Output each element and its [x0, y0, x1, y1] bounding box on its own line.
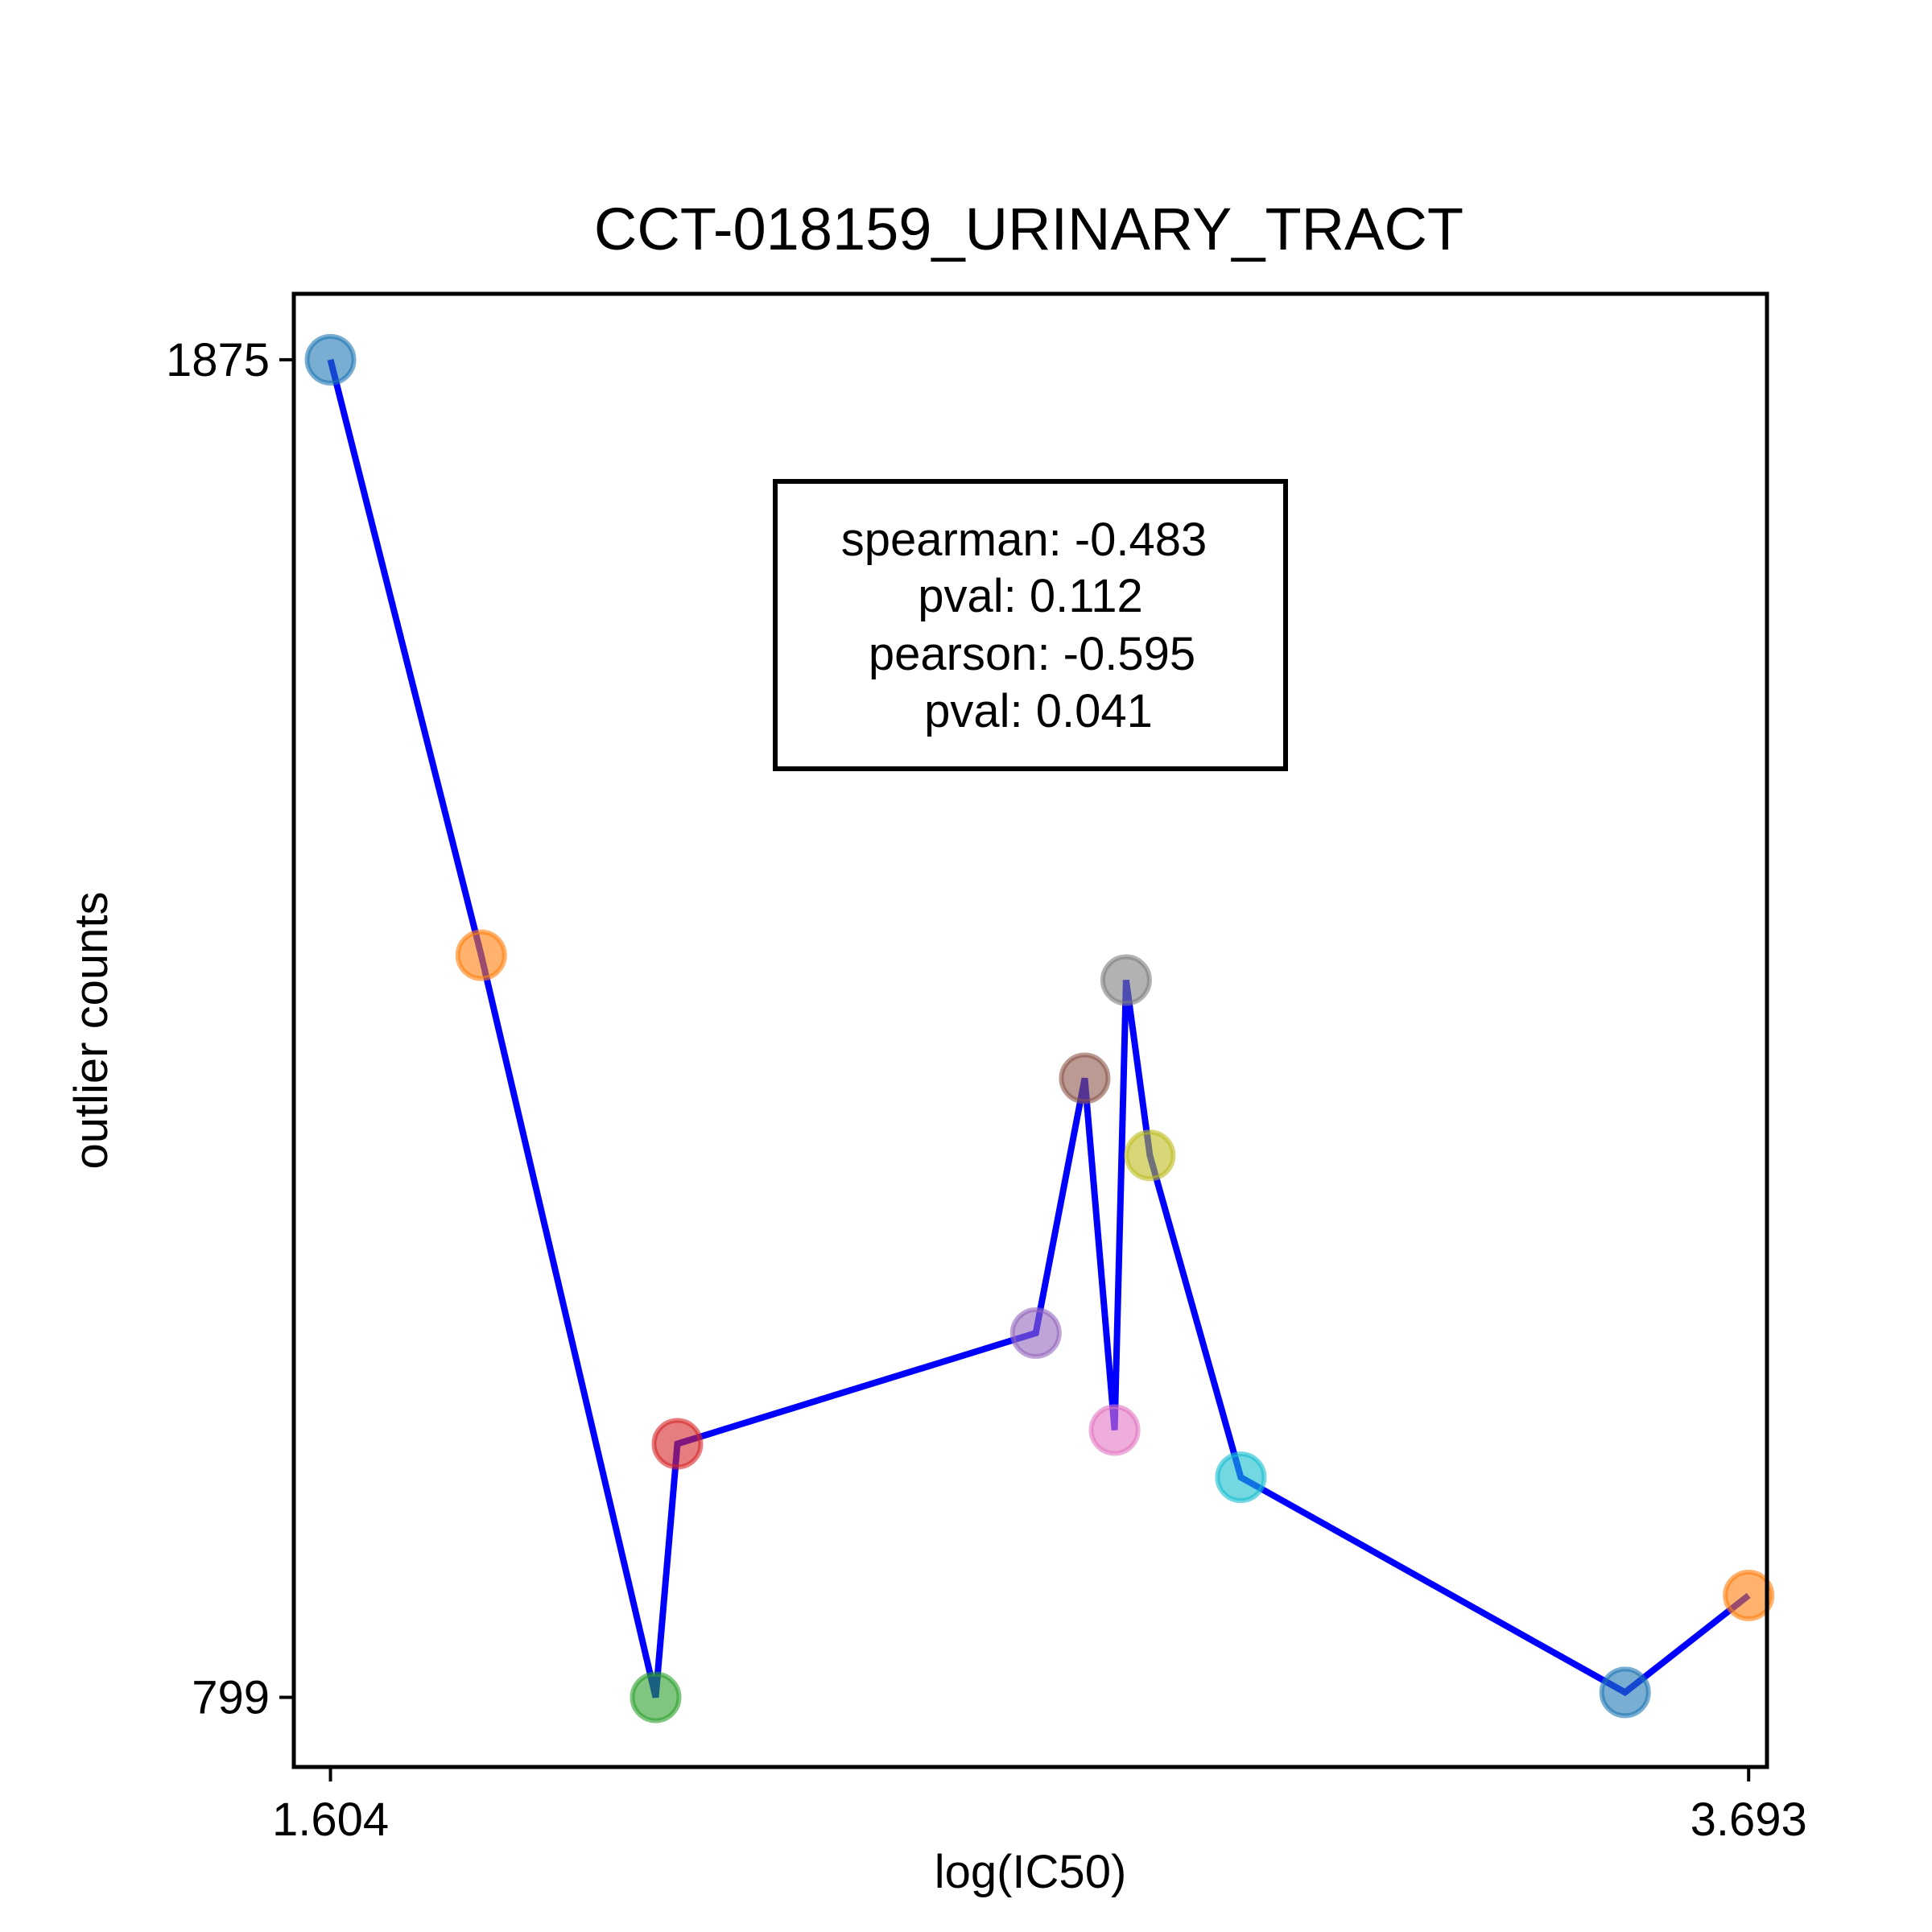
- series-line-layer: [327, 358, 1751, 1699]
- stats-spearman: spearman: -0.483: [841, 514, 1208, 566]
- x-tick-label: 3.693: [1690, 1794, 1807, 1846]
- stats-box: spearman: -0.483 pval: 0.112 pearson: -0…: [773, 479, 1288, 771]
- stats-pearson-pval: pval: 0.041: [924, 685, 1153, 737]
- data-point-12: [1723, 1569, 1775, 1621]
- data-point-5: [1009, 1307, 1062, 1360]
- y-tick-label: 1875: [166, 334, 270, 386]
- plot-frame: [291, 291, 1769, 1769]
- data-point-4: [651, 1418, 704, 1470]
- x-axis-ticks: 1.604 3.693: [272, 1767, 1807, 1846]
- plot-area: [304, 333, 1775, 1724]
- data-point-6: [1059, 1052, 1111, 1104]
- data-point-1: [304, 333, 357, 386]
- data-point-7: [1088, 1404, 1141, 1456]
- data-point-10: [1215, 1451, 1267, 1504]
- stats-spearman-pval: pval: 0.112: [918, 570, 1142, 622]
- data-point-9: [1124, 1129, 1176, 1182]
- y-axis-label: outlier counts: [65, 892, 118, 1170]
- chart-title: CCT-018159_URINARY_TRACT: [594, 196, 1463, 262]
- data-point-8: [1100, 954, 1152, 1006]
- stats-box-frame: [773, 479, 1288, 771]
- data-point-11: [1599, 1666, 1651, 1719]
- x-axis-label: log(IC50): [935, 1846, 1127, 1898]
- data-point-2: [455, 929, 507, 981]
- series-line: [327, 358, 1751, 1699]
- data-point-3: [630, 1671, 682, 1724]
- x-tick-label: 1.604: [272, 1794, 389, 1846]
- stats-pearson: pearson: -0.595: [869, 628, 1195, 680]
- y-tick-label: 799: [192, 1672, 270, 1724]
- points-layer: [304, 333, 1775, 1724]
- y-axis-ticks: 799 1875: [166, 334, 294, 1724]
